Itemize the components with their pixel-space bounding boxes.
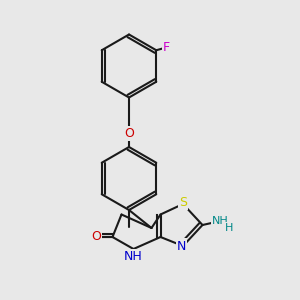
Text: S: S — [179, 196, 187, 209]
Text: NH: NH — [212, 215, 229, 226]
Text: NH: NH — [124, 250, 143, 263]
Text: O: O — [91, 230, 101, 244]
Text: O: O — [124, 127, 134, 140]
Text: H: H — [225, 223, 234, 233]
Text: N: N — [177, 239, 186, 253]
Text: F: F — [163, 41, 170, 54]
